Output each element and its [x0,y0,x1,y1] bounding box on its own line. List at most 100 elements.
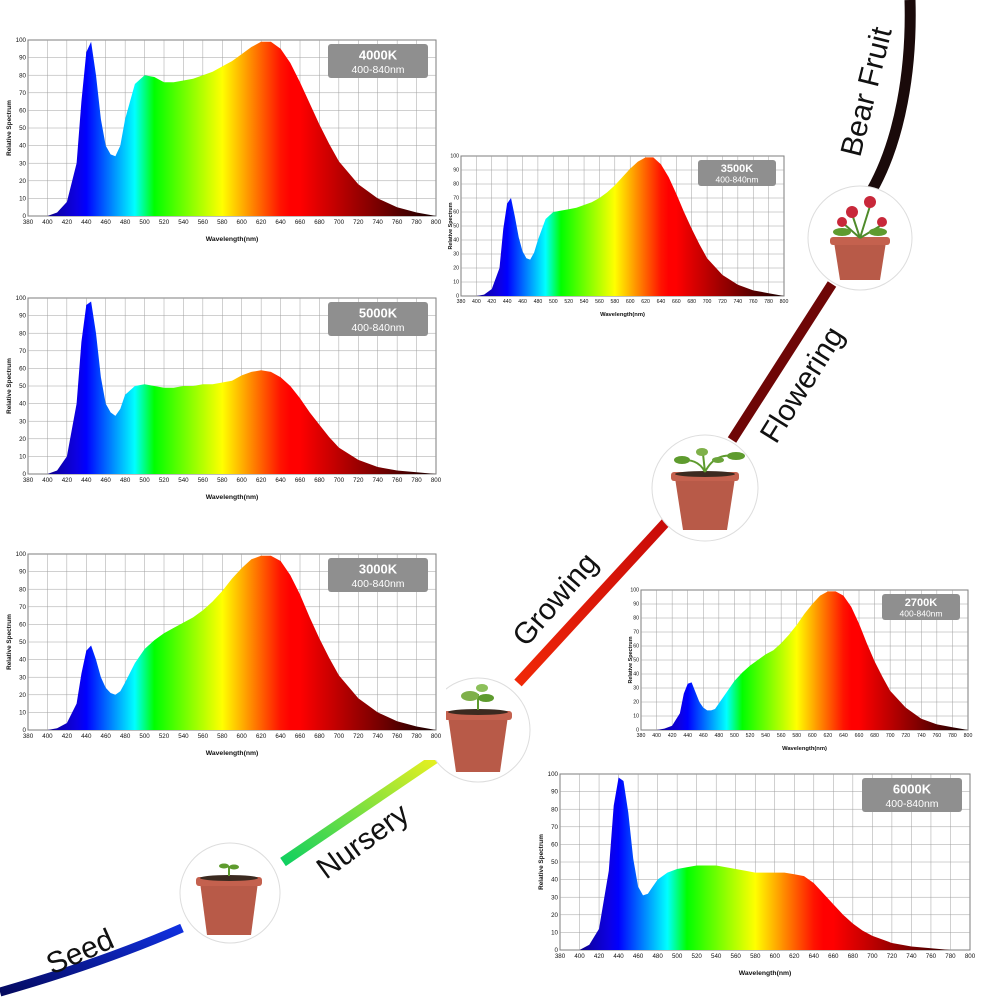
x-tick-label: 620 [256,477,267,484]
x-tick-label: 440 [81,219,92,226]
badge-range: 400-840nm [899,608,942,618]
path-flowering [727,281,837,443]
x-tick-label: 740 [917,733,926,739]
y-tick-label: 50 [453,224,459,230]
badge-temperature: 3500K [721,163,753,175]
y-tick-label: 50 [19,383,26,390]
chart-svg: 380 400 420 440 460 480 500 520 540 560 580 600 620 6… [628,588,972,752]
x-tick-label: 560 [198,733,209,740]
x-axis-label: Wavelength(nm) [206,494,259,501]
y-tick-label: 40 [551,877,558,884]
x-tick-label: 560 [198,477,209,484]
y-tick-label: 10 [19,709,26,716]
x-tick-label: 760 [392,733,403,740]
x-tick-label: 660 [672,299,681,305]
path-seed [0,923,184,997]
y-tick-label: 0 [636,728,639,734]
x-tick-label: 760 [933,733,942,739]
x-tick-label: 620 [256,733,267,740]
y-axis-label: Relative Spectrum [538,834,545,890]
x-tick-label: 720 [901,733,910,739]
temperature-badge [328,302,428,336]
x-tick-label: 560 [198,219,209,226]
path-nursery [280,753,439,867]
y-tick-label: 80 [551,806,558,813]
x-tick-label: 540 [178,733,189,740]
y-tick-label: 70 [551,824,558,831]
x-tick-label: 680 [848,953,859,960]
x-tick-label: 740 [734,299,743,305]
y-axis-label: Relative Spectrum [6,100,13,156]
x-tick-label: 440 [503,299,512,305]
x-tick-label: 400 [652,733,661,739]
x-tick-label: 520 [564,299,573,305]
x-tick-label: 660 [295,477,306,484]
y-tick-label: 10 [633,714,639,720]
x-tick-label: 400 [574,953,585,960]
pot-flowering [807,185,913,291]
x-tick-label: 680 [687,299,696,305]
x-tick-label: 420 [62,733,73,740]
x-tick-label: 400 [42,219,53,226]
x-tick-label: 500 [730,733,739,739]
x-tick-label: 720 [353,733,364,740]
chart-svg: 380 400 420 440 460 480 500 520 540 560 580 600 620 6… [448,154,789,318]
x-tick-label: 460 [101,477,112,484]
x-tick-label: 780 [411,733,422,740]
x-tick-label: 480 [120,733,131,740]
y-tick-label: 80 [453,182,459,188]
y-tick-label: 10 [453,280,459,286]
y-tick-label: 10 [19,195,26,202]
x-tick-label: 680 [314,477,325,484]
x-tick-label: 780 [764,299,773,305]
y-tick-label: 30 [551,894,558,901]
temperature-badge [328,44,428,78]
y-tick-label: 30 [633,686,639,692]
x-tick-label: 380 [555,953,566,960]
y-tick-label: 90 [19,55,26,62]
x-tick-label: 640 [275,219,286,226]
spectrum-series [461,157,784,296]
x-tick-label: 620 [641,299,650,305]
y-tick-label: 70 [453,196,459,202]
y-tick-label: 70 [19,90,26,97]
x-tick-label: 460 [633,953,644,960]
x-tick-label: 800 [780,299,789,305]
x-tick-label: 500 [549,299,558,305]
badge-range: 400-840nm [885,798,938,810]
y-tick-label: 40 [633,672,639,678]
spectrum-series [641,591,968,730]
y-tick-label: 40 [453,238,459,244]
spectrum-chart-3500k: 380 400 420 440 460 480 500 520 540 560 580 600 620 6… [448,150,794,320]
x-tick-label: 660 [295,219,306,226]
y-tick-label: 100 [16,37,27,44]
x-tick-label: 700 [867,953,878,960]
x-tick-label: 480 [652,953,663,960]
x-tick-label: 580 [217,219,228,226]
spectrum-chart-6000k: 380 400 420 440 460 480 500 520 540 560 580 600 620 6… [536,768,980,980]
x-tick-label: 700 [334,219,345,226]
y-tick-label: 50 [19,639,26,646]
x-tick-label: 420 [62,477,73,484]
y-tick-label: 0 [456,294,459,300]
x-tick-label: 580 [217,477,228,484]
x-tick-label: 700 [334,733,345,740]
x-tick-label: 780 [948,733,957,739]
x-tick-label: 480 [534,299,543,305]
y-tick-label: 0 [23,471,27,478]
y-tick-label: 50 [633,658,639,664]
x-tick-label: 480 [120,477,131,484]
y-tick-label: 20 [19,178,26,185]
x-tick-label: 520 [746,733,755,739]
x-tick-label: 420 [62,219,73,226]
y-tick-label: 20 [19,692,26,699]
x-tick-label: 540 [580,299,589,305]
x-tick-label: 540 [761,733,770,739]
chart-svg: 380 400 420 440 460 480 500 520 540 560 580 600 620 6… [6,295,442,501]
y-axis-label: Relative Spectrum [6,358,13,414]
badge-temperature: 3000K [359,562,398,577]
x-tick-label: 640 [809,953,820,960]
x-tick-label: 780 [411,219,422,226]
x-axis-label: Wavelength(nm) [739,970,792,977]
